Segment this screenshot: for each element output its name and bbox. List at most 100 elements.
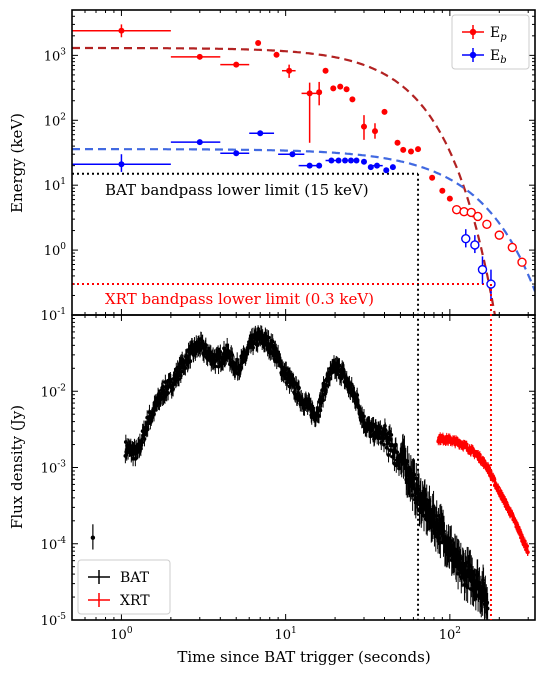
bat-data-point — [266, 335, 271, 340]
xrt-data-point — [492, 477, 497, 482]
top-axis-ticks: 10-1 100 101 102 103 — [41, 9, 535, 324]
bat-data-point — [410, 493, 415, 498]
data-point — [289, 151, 296, 158]
data-point — [233, 150, 240, 157]
data-point — [439, 187, 446, 194]
top-plot-area — [72, 24, 535, 315]
data-point — [335, 157, 342, 164]
bottom-panel: 10-5 10-4 10-3 10-2 100 101 102 Flux density (… — [8, 314, 536, 666]
y-tick-label: 10-3 — [41, 460, 67, 477]
top-ylabel: Energy (keV) — [8, 113, 26, 213]
bat-data-point — [297, 386, 301, 390]
bat-data-point — [166, 391, 170, 395]
bat-data-point — [412, 473, 417, 477]
data-point — [446, 195, 453, 202]
bat-data-point — [218, 350, 223, 354]
data-point — [330, 85, 337, 92]
bottom-plot-frame — [71, 314, 536, 621]
legend-marker-eb — [462, 48, 484, 62]
data-point-open — [470, 240, 480, 250]
y-tick-label: 101 — [44, 177, 66, 194]
bat-data-point — [337, 363, 342, 368]
y-tick-label: 102 — [44, 112, 66, 129]
data-point — [342, 157, 349, 164]
y-tick-label: 100 — [44, 242, 67, 259]
data-point — [233, 61, 240, 68]
data-point-open — [482, 219, 492, 229]
model-curve — [72, 46, 497, 315]
bat-data-point — [238, 365, 243, 370]
bat-data-point — [294, 382, 299, 386]
data-point — [381, 108, 388, 115]
bat-data-point — [177, 377, 181, 381]
bat-data-point — [188, 359, 193, 364]
data-point — [415, 146, 422, 153]
data-point — [371, 128, 378, 135]
model-curve — [72, 148, 535, 292]
data-point — [328, 157, 335, 164]
y-tick-label: 10-4 — [41, 536, 67, 553]
bat-data-point — [222, 346, 226, 351]
y-tick-label: 10-5 — [41, 612, 67, 629]
data-point — [367, 164, 374, 171]
bottom-legend: BAT XRT — [77, 559, 171, 615]
x-tick-label: 101 — [275, 626, 297, 643]
legend-marker-xrt — [88, 593, 110, 607]
data-point — [389, 164, 396, 171]
data-point — [429, 174, 436, 181]
data-point — [394, 139, 401, 146]
data-point-open — [517, 257, 527, 267]
data-point — [118, 27, 125, 34]
data-point-open — [507, 242, 517, 253]
data-point — [347, 157, 354, 164]
data-point — [383, 167, 390, 174]
data-point-open — [473, 211, 483, 222]
data-point — [322, 67, 329, 74]
xrt-limit-label: XRT bandpass lower limit (0.3 keV) — [105, 290, 374, 308]
data-point — [306, 162, 313, 169]
data-point — [373, 162, 380, 169]
xlabel: Time since BAT trigger (seconds) — [177, 648, 430, 666]
bat-data-point — [255, 343, 260, 348]
data-point — [349, 96, 356, 103]
legend-label-eb: Eb — [490, 48, 507, 66]
x-tick-label: 100 — [110, 626, 133, 643]
xrt-data-point — [525, 544, 530, 549]
data-point-open — [466, 207, 476, 218]
legend-marker-ep — [462, 25, 484, 39]
legend-label-ep: Ep — [490, 25, 507, 43]
bottom-plot-area — [90, 325, 530, 620]
data-point — [360, 158, 367, 165]
data-point — [196, 139, 203, 146]
top-panel: 10-1 100 101 102 103 Energy (keV) BAT bandpa… — [8, 9, 536, 324]
data-point — [316, 89, 323, 96]
data-point — [360, 123, 367, 130]
data-point — [306, 90, 313, 97]
xrt-data-point — [525, 550, 530, 555]
bat-limit-label: BAT bandpass lower limit (15 keV) — [105, 181, 369, 199]
bat-data-point — [183, 366, 188, 371]
y-tick-label: 10-1 — [41, 307, 66, 324]
data-point — [273, 51, 280, 58]
data-point-open — [477, 264, 488, 275]
xrt-data-point — [477, 452, 482, 457]
data-point — [343, 86, 350, 93]
data-point — [316, 162, 323, 169]
top-legend: Ep Eb — [451, 14, 530, 70]
bat-data-point — [90, 535, 96, 540]
data-point — [118, 161, 125, 168]
bat-data-point — [213, 364, 218, 369]
legend-marker-bat — [88, 570, 110, 584]
bat-data-point — [382, 442, 386, 447]
x-tick-label: 102 — [439, 626, 461, 643]
data-point — [408, 148, 415, 155]
data-point — [257, 130, 264, 137]
bat-data-point — [362, 414, 366, 419]
bat-data-point — [389, 432, 394, 437]
data-point — [400, 146, 407, 153]
bat-data-point — [386, 453, 391, 457]
bottom-ylabel: Flux density (Jy) — [8, 405, 26, 529]
data-point — [196, 53, 203, 60]
data-point — [353, 157, 360, 164]
